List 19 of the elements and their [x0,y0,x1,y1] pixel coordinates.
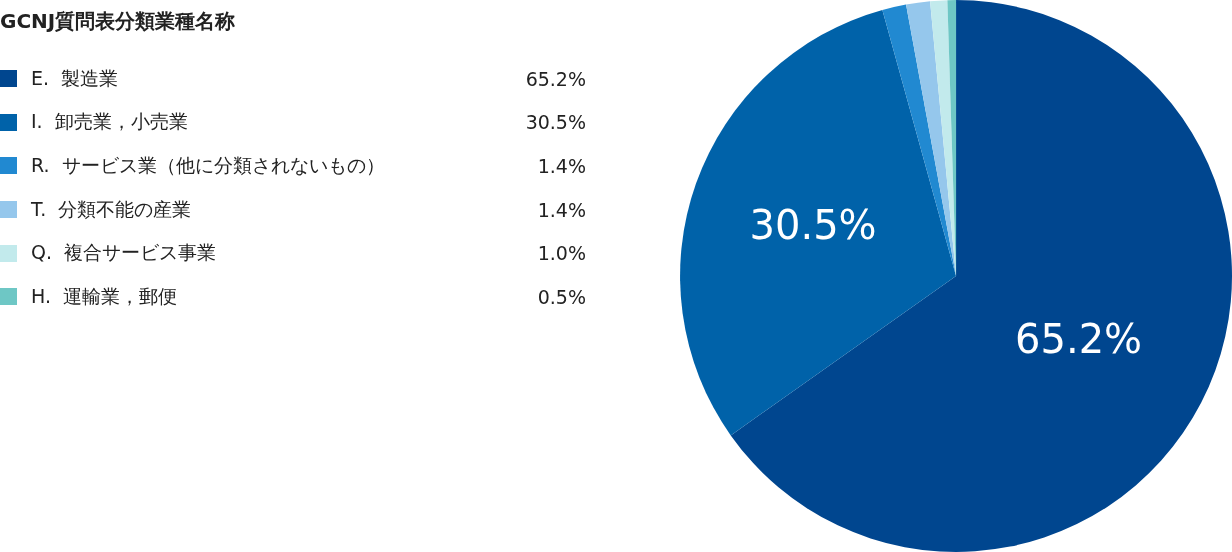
legend-label: E. 製造業 [31,65,120,91]
text: 65.2% [525,67,586,90]
data-label: 1.4% [537,198,587,221]
pie-slice [906,1,957,276]
legend-title: GCNJ質問表分類業種名称 [0,8,237,35]
legend-label: H. 運輸業，郵便 [31,283,179,309]
data-label: 65.2% [1015,316,1143,363]
legend-label: T. 分類不能の産業 [31,196,193,222]
pie-slice [680,10,957,436]
data-label: 1.0% [537,242,587,265]
legend-label: Q. 複合サービス事業 [31,240,218,266]
data-label: 30.5% [749,202,877,249]
data-label: 0.5% [537,285,587,308]
text: 30.5% [525,111,586,134]
pie-slice [730,0,1232,552]
legend-label: I. 卸売業，小売業 [31,109,189,135]
pie-slice [882,4,957,276]
data-label: 1.4% [537,154,587,177]
legend-label: R. サービス業（他に分類されないもの） [31,153,386,178]
